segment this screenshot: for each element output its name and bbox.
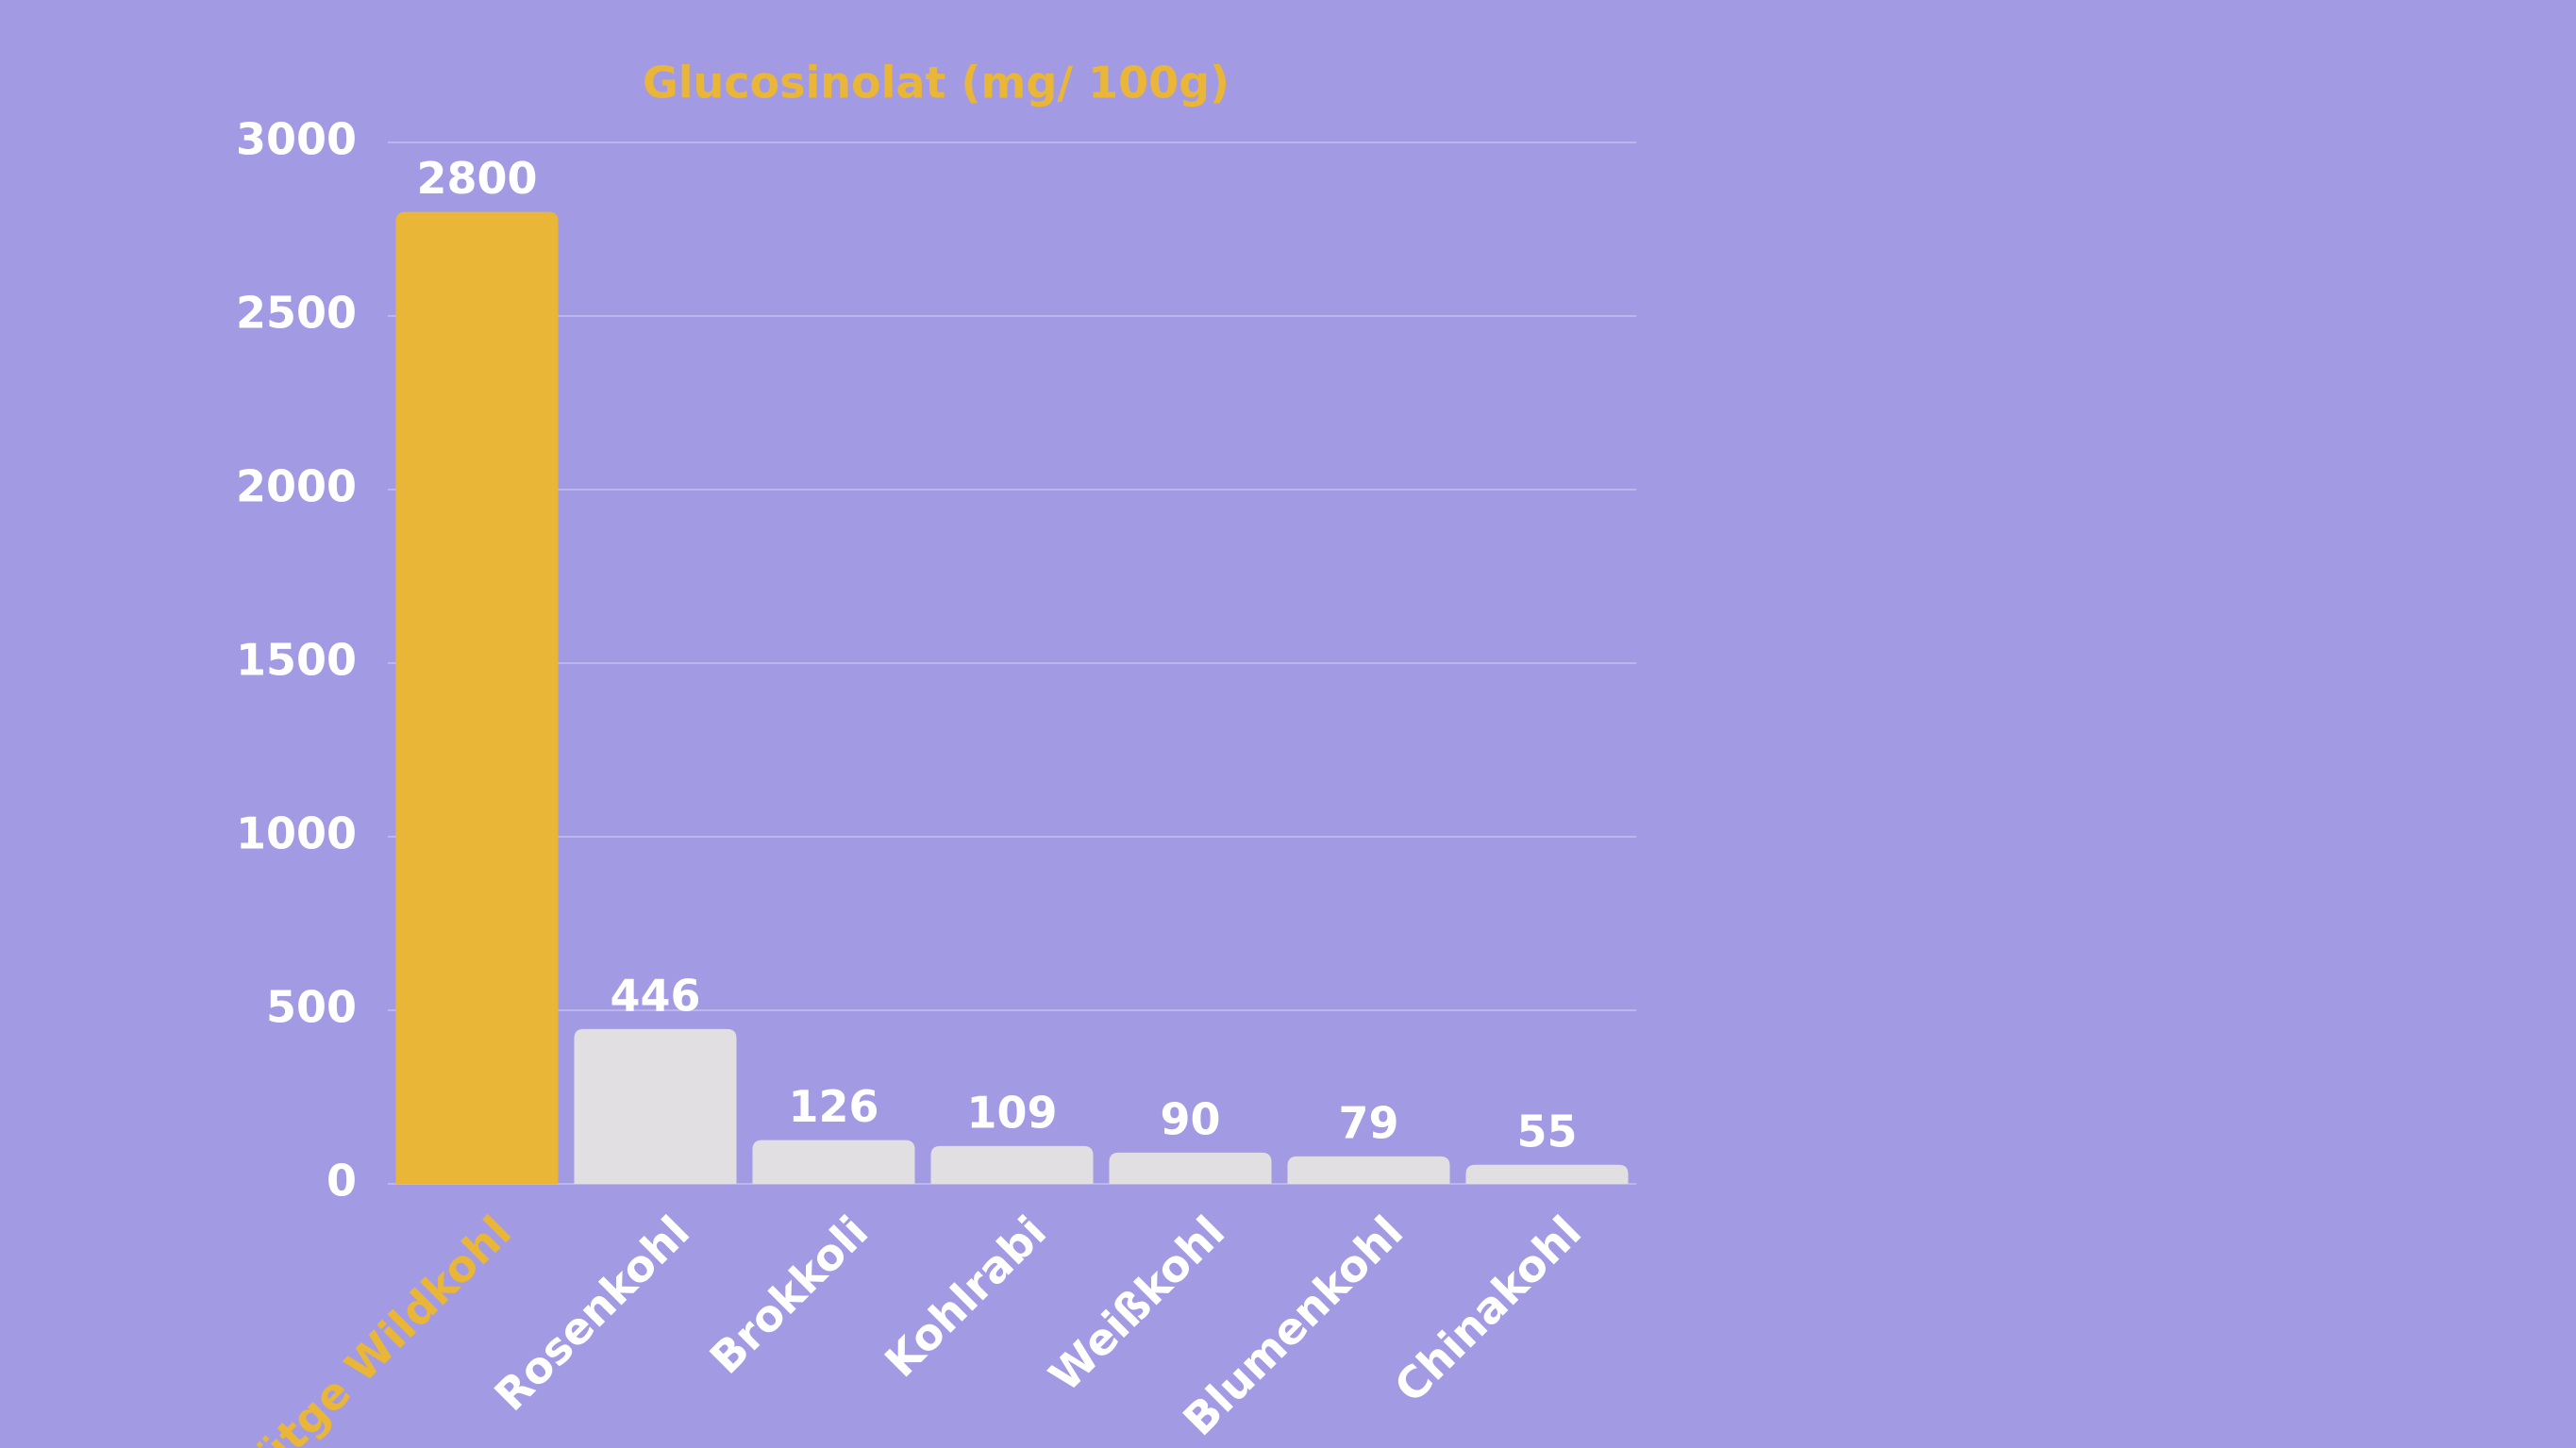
y-tick-label: 3000 bbox=[236, 114, 357, 165]
y-tick-label: 1500 bbox=[236, 635, 357, 686]
value-label: 109 bbox=[966, 1087, 1057, 1138]
y-tick-label: 500 bbox=[266, 982, 357, 1033]
value-label: 2800 bbox=[416, 153, 537, 204]
bar bbox=[752, 1140, 915, 1184]
y-tick-label: 1000 bbox=[236, 808, 357, 859]
bar bbox=[930, 1145, 1094, 1184]
bar bbox=[574, 1028, 737, 1184]
y-tick-label: 0 bbox=[326, 1156, 357, 1207]
y-tick-label: 2500 bbox=[236, 288, 357, 339]
bar bbox=[1109, 1152, 1272, 1184]
value-label: 79 bbox=[1338, 1097, 1398, 1148]
value-label: 90 bbox=[1160, 1093, 1220, 1144]
bar bbox=[395, 211, 559, 1185]
bar bbox=[1287, 1156, 1450, 1184]
value-label: 126 bbox=[788, 1081, 878, 1132]
value-label: 55 bbox=[1516, 1106, 1577, 1157]
value-label: 446 bbox=[610, 970, 700, 1021]
chart-title: Glucosinolat (mg/ 100g) bbox=[643, 58, 1229, 108]
y-tick-label: 2000 bbox=[236, 461, 357, 512]
bar bbox=[1465, 1164, 1629, 1184]
